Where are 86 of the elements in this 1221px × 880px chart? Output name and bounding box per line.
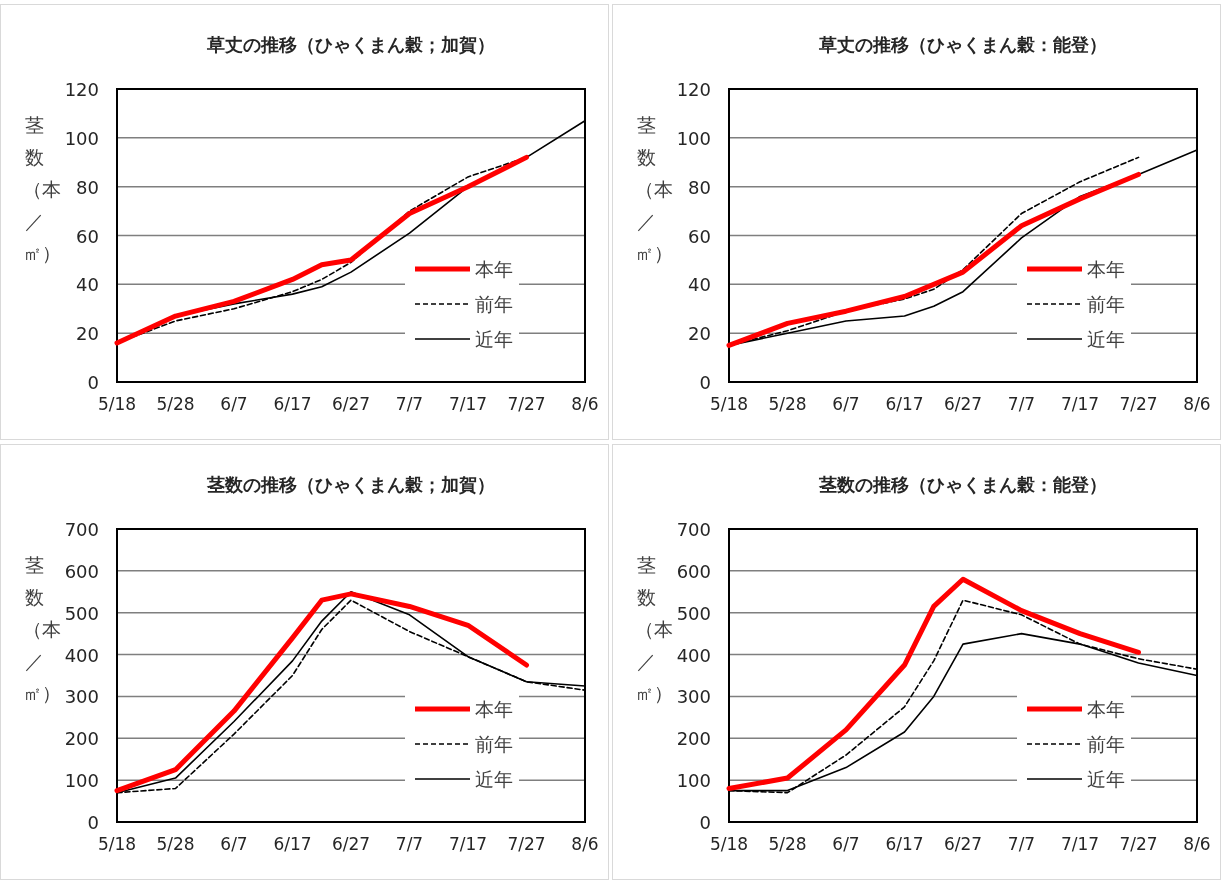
x-tick-label: 5/18 xyxy=(709,394,749,414)
y-tick-label: 40 xyxy=(76,274,99,296)
x-tick-label: 7/17 xyxy=(448,834,488,854)
chart-title: 草丈の推移（ひゃくまん穀：能登） xyxy=(818,34,1107,55)
x-tick-label: 6/17 xyxy=(885,834,924,854)
x-tick-label: 6/7 xyxy=(220,394,248,414)
x-tick-label: 7/17 xyxy=(1060,834,1100,854)
y-tick-label: 120 xyxy=(64,79,99,100)
y-tick-label: 200 xyxy=(676,728,711,750)
y-axis-title: 茎数（本／㎡） xyxy=(635,553,673,706)
y-tick-label: 0 xyxy=(699,812,711,833)
x-tick-label: 5/28 xyxy=(156,834,195,854)
legend-label: 前年 xyxy=(475,293,513,315)
y-tick-label: 700 xyxy=(64,519,99,540)
x-tick-label: 5/18 xyxy=(97,834,137,854)
x-tick-label: 6/27 xyxy=(331,834,371,854)
y-tick-label: 200 xyxy=(64,728,99,750)
x-tick-label: 7/7 xyxy=(395,834,424,854)
y-tick-label: 400 xyxy=(676,644,711,666)
chart-title: 茎数の推移（ひゃくまん穀：能登） xyxy=(818,474,1107,495)
legend-label: 近年 xyxy=(1087,768,1125,790)
y-tick-label: 600 xyxy=(676,560,711,582)
y-tick-label: 100 xyxy=(64,127,99,149)
x-tick-label: 8/6 xyxy=(571,394,599,414)
x-tick-label: 7/7 xyxy=(1007,834,1036,854)
legend-label: 近年 xyxy=(1087,328,1125,350)
legend-label: 本年 xyxy=(1087,258,1125,280)
legend-label: 本年 xyxy=(475,698,513,720)
y-tick-label: 80 xyxy=(688,176,711,198)
x-tick-label: 7/17 xyxy=(1060,394,1100,414)
y-tick-label: 100 xyxy=(676,770,711,792)
y-tick-label: 40 xyxy=(688,274,711,296)
x-tick-label: 5/28 xyxy=(768,394,807,414)
y-tick-label: 0 xyxy=(87,812,99,833)
x-tick-label: 7/27 xyxy=(507,834,546,854)
x-tick-label: 5/18 xyxy=(97,394,137,414)
y-tick-label: 60 xyxy=(76,225,99,247)
x-tick-label: 6/17 xyxy=(273,394,312,414)
x-tick-label: 7/7 xyxy=(1007,394,1036,414)
x-tick-label: 5/28 xyxy=(156,394,195,414)
y-axis-title: 茎数（本／㎡） xyxy=(23,553,61,706)
chart-title: 茎数の推移（ひゃくまん穀；加賀） xyxy=(206,474,495,495)
legend-label: 近年 xyxy=(475,328,513,350)
legend-label: 近年 xyxy=(475,768,513,790)
x-tick-label: 7/27 xyxy=(1119,394,1158,414)
x-tick-label: 7/17 xyxy=(448,394,488,414)
y-tick-label: 20 xyxy=(76,323,99,345)
y-tick-label: 400 xyxy=(64,644,99,666)
y-tick-label: 500 xyxy=(64,602,99,624)
chart-title: 草丈の推移（ひゃくまん穀；加賀） xyxy=(206,34,495,55)
x-tick-label: 8/6 xyxy=(1183,834,1211,854)
x-tick-label: 6/17 xyxy=(885,394,924,414)
x-tick-label: 8/6 xyxy=(1183,394,1211,414)
y-tick-label: 100 xyxy=(676,127,711,149)
x-tick-label: 5/18 xyxy=(709,834,749,854)
y-tick-label: 500 xyxy=(676,602,711,624)
x-tick-label: 5/28 xyxy=(768,834,807,854)
x-tick-label: 7/27 xyxy=(507,394,546,414)
x-tick-label: 6/7 xyxy=(832,834,860,854)
x-tick-label: 6/17 xyxy=(273,834,312,854)
y-tick-label: 700 xyxy=(676,519,711,540)
x-tick-label: 7/27 xyxy=(1119,834,1158,854)
x-tick-label: 6/7 xyxy=(832,394,860,414)
x-tick-label: 7/7 xyxy=(395,394,424,414)
legend-label: 前年 xyxy=(1087,733,1125,755)
y-tick-label: 60 xyxy=(688,225,711,247)
y-tick-label: 0 xyxy=(87,372,99,393)
y-tick-label: 80 xyxy=(76,176,99,198)
y-tick-label: 0 xyxy=(699,372,711,393)
y-tick-label: 20 xyxy=(688,323,711,345)
x-tick-label: 6/27 xyxy=(943,394,983,414)
y-tick-label: 120 xyxy=(676,79,711,100)
legend-label: 本年 xyxy=(475,258,513,280)
x-tick-label: 8/6 xyxy=(571,834,599,854)
y-axis-title: 茎数（本／㎡） xyxy=(635,113,673,266)
y-axis-title: 茎数（本／㎡） xyxy=(23,113,61,266)
y-tick-label: 600 xyxy=(64,560,99,582)
y-tick-label: 300 xyxy=(64,686,99,708)
x-tick-label: 6/7 xyxy=(220,834,248,854)
y-tick-label: 300 xyxy=(676,686,711,708)
legend-label: 前年 xyxy=(1087,293,1125,315)
x-tick-label: 6/27 xyxy=(943,834,983,854)
legend-label: 前年 xyxy=(475,733,513,755)
x-tick-label: 6/27 xyxy=(331,394,371,414)
legend-label: 本年 xyxy=(1087,698,1125,720)
y-tick-label: 100 xyxy=(64,770,99,792)
